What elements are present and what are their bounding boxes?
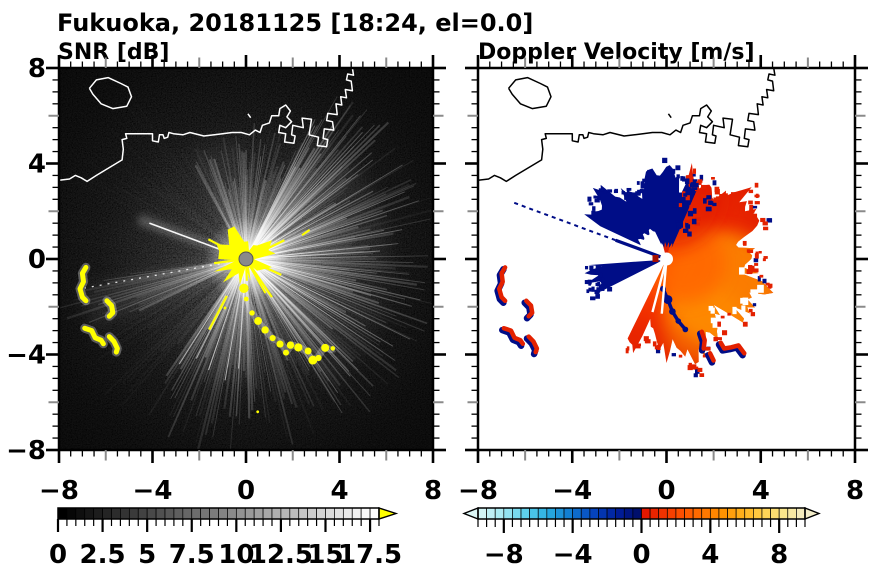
x-tick-label: 8	[846, 476, 864, 506]
velocity-colorbar-label: −8	[484, 540, 524, 570]
snr-colorbar-label: 2.5	[80, 540, 126, 570]
doppler-panel-title: Doppler Velocity [m/s]	[478, 40, 755, 65]
y-tick-label: −8	[6, 436, 46, 466]
velocity-colorbar-label: 0	[632, 540, 650, 570]
snr-colorbar-label: 17.5	[338, 540, 402, 570]
velocity-colorbar-label: 8	[770, 540, 788, 570]
y-tick-label: 0	[28, 245, 46, 275]
snr-colorbar-label: 7.5	[169, 540, 215, 570]
axes-frames-ticks: −8 −4 0 4 8 8 4 0 −4 −8 −8 −4 0 4 8	[6, 54, 868, 506]
x-tick-label: 4	[330, 476, 348, 506]
velocity-colorbar-label: −4	[553, 540, 593, 570]
x-tick-label: −4	[552, 476, 592, 506]
doppler-panel-plot	[478, 68, 855, 450]
x-tick-label: −8	[458, 476, 498, 506]
snr-colorbar-label: 12.5	[249, 540, 313, 570]
y-tick-label: 8	[28, 54, 46, 84]
x-tick-label: −8	[39, 476, 79, 506]
x-tick-label: 0	[237, 476, 255, 506]
x-tick-label: −4	[133, 476, 173, 506]
velocity-colorbar-label: 4	[701, 540, 719, 570]
y-tick-label: 4	[28, 150, 46, 180]
x-tick-label: 4	[752, 476, 770, 506]
y-tick-label: −4	[6, 341, 46, 371]
snr-colorbar-label: 15	[307, 540, 343, 570]
velocity-colorbar: −8 −4 0 4 8	[462, 506, 821, 570]
x-tick-label: 8	[424, 476, 442, 506]
figure-title: Fukuoka, 20181125 [18:24, el=0.0]	[57, 9, 533, 37]
snr-panel-title: SNR [dB]	[58, 40, 169, 65]
snr-colorbar-label: 5	[138, 540, 156, 570]
snr-colorbar-label: 0	[49, 540, 67, 570]
snr-colorbar-label: 10	[218, 540, 254, 570]
x-tick-label: 0	[657, 476, 675, 506]
snr-panel-plot	[59, 68, 433, 450]
